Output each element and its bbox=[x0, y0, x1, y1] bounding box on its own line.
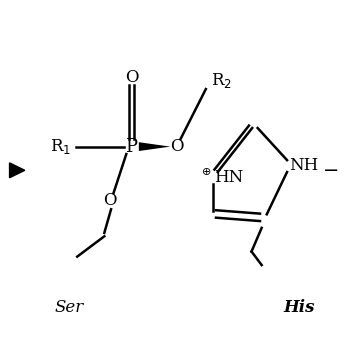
Text: O: O bbox=[125, 69, 138, 86]
Text: His: His bbox=[283, 299, 315, 316]
Text: −: − bbox=[323, 161, 340, 180]
Text: O: O bbox=[103, 192, 116, 209]
Text: R$_1$: R$_1$ bbox=[50, 137, 71, 156]
Polygon shape bbox=[10, 163, 25, 178]
Text: P: P bbox=[125, 138, 137, 155]
Text: R$_2$: R$_2$ bbox=[211, 71, 232, 90]
Text: HN: HN bbox=[214, 169, 244, 185]
Text: O: O bbox=[170, 138, 184, 155]
Text: Ser: Ser bbox=[54, 299, 83, 316]
Text: NH: NH bbox=[289, 157, 318, 174]
Polygon shape bbox=[139, 142, 170, 151]
Text: ⊕: ⊕ bbox=[202, 167, 212, 177]
